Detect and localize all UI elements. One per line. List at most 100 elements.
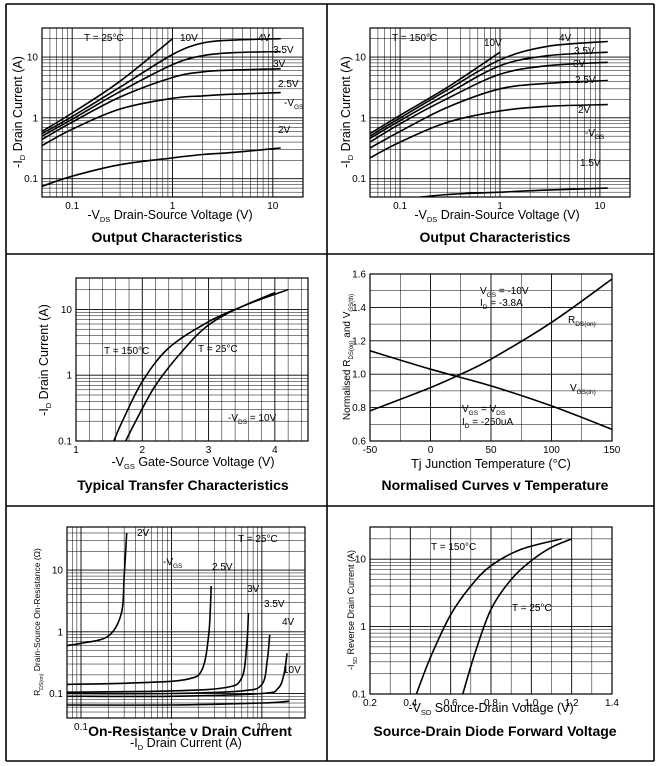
annotation-condition-2: VGS = VDS [462,404,506,417]
x-tick-label: 150 [604,445,621,456]
chart-title: On-Resistance v Drain Current [88,723,292,739]
series-label-t-150-c: T = 150°C [431,542,476,553]
y-tick-label: 0.1 [49,689,63,700]
series-line-2v [42,147,281,188]
x-axis-label: -VGS Gate-Source Voltage (V) [112,455,275,471]
y-tick-label: 0.1 [352,690,366,701]
x-tick-label: 0.6 [444,698,458,709]
y-tick-label: 0.1 [24,174,38,185]
x-axis-label: -VDS Drain-Source Voltage (V) [87,208,252,224]
series-line-10v [67,700,290,706]
series-line-t-25-c [124,288,289,441]
annotation-condition: T = 25°C [84,33,124,44]
y-axis-label: -ID Drain Current (A) [37,304,53,416]
series-label-2-5v: 2.5V [575,75,596,86]
plot-frame [369,273,613,442]
x-tick-label: 1 [169,722,175,733]
y-tick-label: 10 [355,555,367,566]
y-tick-label: 1 [57,627,63,638]
plot-frame [369,27,631,198]
y-tick-label: 0.8 [352,403,366,414]
series-label-2v: 2V [278,125,291,136]
x-tick-label: 1 [73,445,79,456]
series-line-v-gs-th [370,350,612,431]
plot-frame [41,27,304,198]
series-label-2-5v: 2.5V [212,562,233,573]
x-axis-label: -VDS Drain-Source Voltage (V) [414,208,579,224]
x-tick-label: 10 [594,201,606,212]
series-label-t-25-c: T = 25°C [512,603,552,614]
x-tick-label: 2 [140,445,146,456]
y-tick-label: 1 [360,113,366,124]
annotation-condition: T = 25°C [238,534,278,545]
series-line-3v [67,613,250,693]
series-line-10v [370,51,501,135]
x-tick-label: 1.2 [565,698,579,709]
series-label-1-5v: 1.5V [580,158,601,169]
x-tick-label: 0.1 [74,722,88,733]
x-tick-label: 1 [497,201,503,212]
annotation-condition: -VDS = 10V [228,413,277,426]
annotation-condition-3: ID = -250uA [462,417,513,430]
series-label-10v: 10V [283,665,301,676]
x-tick-label: 0.2 [363,698,377,709]
series-line-t-150-c [415,538,562,694]
series-label-t-150-c: T = 150°C [104,346,149,357]
series-label-4v: 4V [282,617,295,628]
y-tick-label: 10 [27,53,39,64]
y-tick-label: 10 [61,305,73,316]
series-line-2v [370,103,608,159]
series-label-4v: 4V [258,33,271,44]
y-axis-label: -ID Drain Current (A) [11,56,27,168]
x-tick-label: 50 [485,445,497,456]
x-tick-label: 100 [543,445,560,456]
x-tick-label: 0.4 [403,698,417,709]
series-line-t-25-c [462,538,573,694]
x-tick-label: 10 [267,201,279,212]
series-label-v-gs-th: VGS(th) [570,383,596,396]
annotation-annotation: -VGS [284,98,304,111]
chart-output-characteristics-25c: 0.1 1 10 0.1 1 10 10V 4V3.5V 3V 2.5V 2V T = 25°C -VG… [11,27,304,245]
x-tick-label: -50 [363,445,378,456]
series-line-3-5v [42,50,281,137]
y-axis-label: Normalised RDS(on) and VGS(th) [342,294,355,420]
y-tick-label: 1.4 [352,303,366,314]
series-label-3-5v: 3.5V [574,46,595,57]
plot-frame [75,277,309,442]
series-label-3-5v: 3.5V [264,599,285,610]
series-label-2v: 2V [137,528,150,539]
series-label-4v: 4V [559,33,572,44]
series-label-r-ds-on: RDS(on) [568,315,596,328]
annotation-condition: T = 150°C [392,33,437,44]
series-line-3-5v [67,634,271,695]
y-tick-label: 0.6 [352,437,366,448]
series-line-2-5v [67,586,212,686]
x-tick-label: 4 [272,445,278,456]
series-line-3-5v [370,51,608,140]
series-line-2v [67,532,128,647]
y-tick-label: 1.0 [352,370,366,381]
series-line-4v [370,40,608,137]
series-label-2v: 2V [578,105,591,116]
x-tick-label: 0.1 [65,201,79,212]
y-tick-label: 1 [66,371,72,382]
series-label-3v: 3V [573,59,586,70]
y-tick-label: 0.1 [58,437,72,448]
x-axis-label: Tj Junction Temperature (°C) [411,457,571,471]
x-tick-label: 10 [256,722,268,733]
x-tick-label: 0.1 [393,201,407,212]
series-label-t-25-c: T = 25°C [198,344,238,355]
series-line-r-ds-on [370,278,612,412]
chart-source-drain-diode-forward-voltage: 0.2 0.4 0.6 0.8 1.0 1.2 1.4 0.1 1 10 T = 150°C T = … [346,526,619,739]
chart-title: Output Characteristics [92,229,243,245]
chart-title: Normalised Curves v Temperature [382,477,609,493]
x-axis-label: -VSD Source-Drain Voltage (V) [408,701,573,717]
y-tick-label: 1 [360,622,366,633]
series-label-3v: 3V [247,584,260,595]
series-line-3v [370,61,608,143]
series-label-10v: 10V [484,38,502,49]
plot-frame [66,526,306,719]
chart-title: Typical Transfer Characteristics [77,477,289,493]
chart-normalised-curves-v-temperature: -50 0 50 100 150 0.6 0.8 1.0 1.2 1.4 1.6 RDS(on) VGS… [342,270,621,494]
